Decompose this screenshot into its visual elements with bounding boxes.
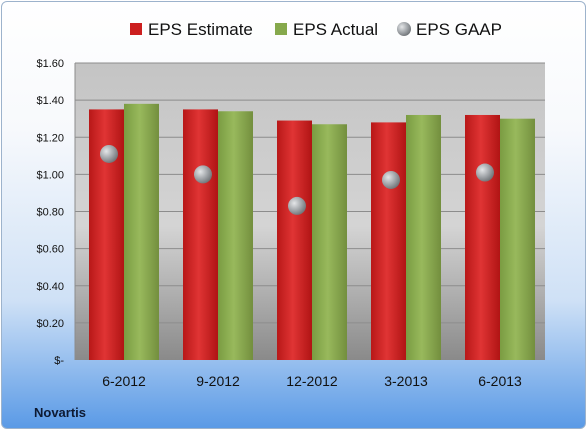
gaap-point <box>100 144 118 163</box>
estimate-bar <box>277 120 312 360</box>
x-tick-label: 3-2013 <box>384 373 428 389</box>
x-tick-label: 9-2012 <box>196 373 240 389</box>
y-tick-label: $0.40 <box>36 281 64 293</box>
actual-bar <box>312 124 347 360</box>
y-tick-label: $1.40 <box>36 95 64 107</box>
y-tick-label: $0.20 <box>36 318 64 330</box>
estimate-bar <box>371 122 406 361</box>
legend-label: EPS Estimate <box>148 20 253 39</box>
legend-label: EPS Actual <box>293 20 378 39</box>
y-tick-label: $1.20 <box>36 132 64 144</box>
company-name: Novartis <box>34 405 87 420</box>
actual-bar <box>406 114 441 360</box>
estimate-bar <box>183 109 218 360</box>
gaap-point <box>288 196 306 215</box>
gaap-point <box>476 163 494 182</box>
y-tick-label: $- <box>54 355 64 367</box>
y-tick-label: $1.00 <box>36 169 64 181</box>
x-tick-label: 6-2013 <box>478 373 522 389</box>
legend-swatch <box>275 23 287 35</box>
actual-bar <box>218 111 253 360</box>
actual-bar <box>500 118 535 360</box>
gaap-point <box>382 170 400 189</box>
y-tick-label: $0.60 <box>36 244 64 256</box>
legend-label: EPS GAAP <box>416 20 502 39</box>
x-tick-label: 6-2012 <box>102 373 146 389</box>
y-tick-label: $1.60 <box>36 58 64 70</box>
y-tick-label: $0.80 <box>36 207 64 219</box>
legend-swatch <box>397 22 411 36</box>
estimate-bar <box>465 114 500 360</box>
legend-swatch <box>130 23 142 35</box>
actual-bar <box>124 103 159 361</box>
gaap-point <box>194 165 212 184</box>
x-tick-label: 12-2012 <box>286 373 338 389</box>
